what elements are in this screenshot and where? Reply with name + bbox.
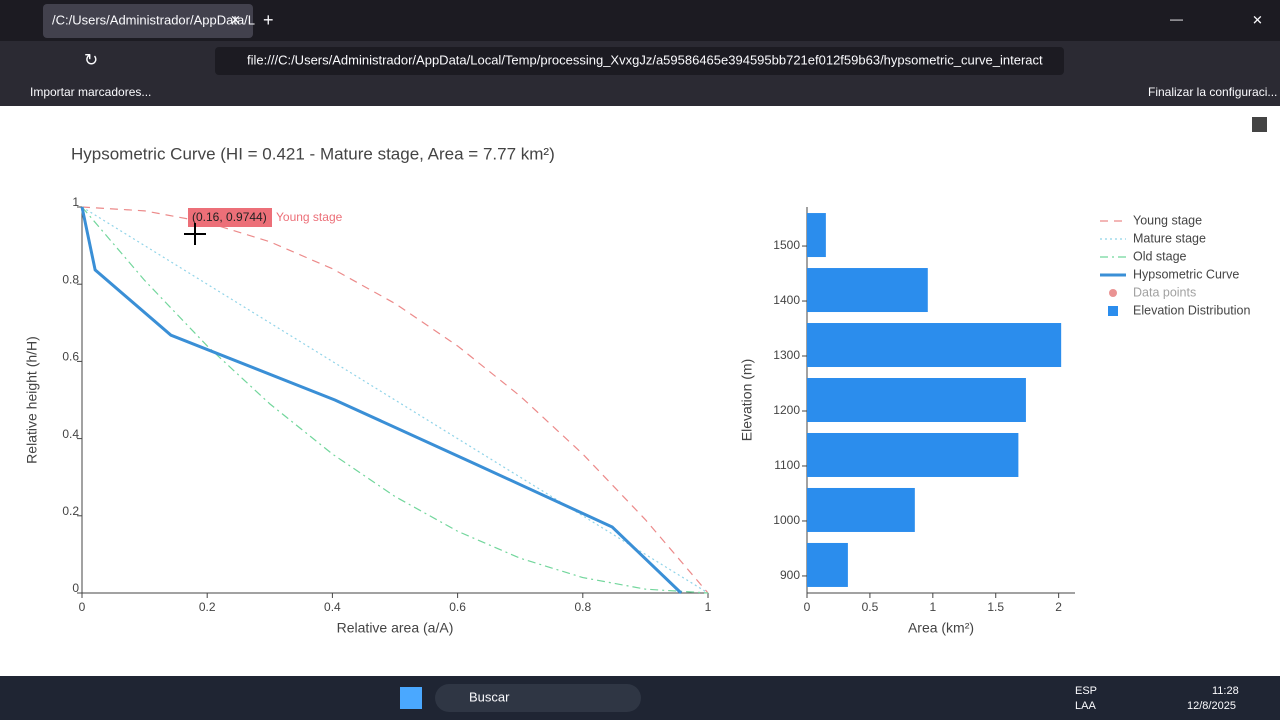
bar [807, 268, 928, 313]
legend-label: Old stage [1133, 249, 1187, 263]
close[interactable]: ✕ [1252, 12, 1263, 27]
x-tick-label: 1.5 [987, 600, 1004, 614]
layout: LAA [1075, 700, 1096, 712]
legend-label: Young stage [1133, 213, 1202, 227]
y-tick-label: 0 [72, 581, 79, 595]
start-button[interactable] [400, 687, 422, 709]
y-tick-label: 900 [780, 568, 800, 582]
plotly-logo[interactable] [1252, 117, 1267, 132]
y-tick-label: 1400 [773, 293, 800, 307]
x-tick-label: 0.2 [199, 600, 216, 614]
y-axis-label: Elevation (m) [739, 359, 755, 441]
search-box[interactable] [435, 684, 641, 712]
y-tick-label: 0.6 [62, 350, 79, 364]
y-tick-label: 1 [72, 195, 79, 209]
url-bar[interactable] [215, 47, 1064, 75]
y-axis-label: Relative height (h/H) [24, 336, 40, 464]
x-tick-label: 0.8 [574, 600, 591, 614]
y-tick-label: 1000 [773, 513, 800, 527]
search-text: Buscar [469, 689, 510, 704]
tooltip-box [188, 208, 272, 227]
x-tick-label: 2 [1055, 600, 1062, 614]
tab-close[interactable]: ✕ [230, 12, 241, 27]
bookmark[interactable]: Importar marcadores... [30, 85, 151, 99]
cursor [184, 223, 206, 245]
bar [807, 378, 1026, 422]
reload[interactable]: ↻ [84, 50, 98, 69]
legend-label: Data points [1133, 285, 1196, 299]
tab-title: /C:/Users/Administrador/AppData/L [52, 12, 255, 27]
series-line [81, 206, 709, 594]
series-line [80, 206, 683, 595]
y-tick-label: 1100 [774, 458, 800, 472]
x-tick-label: 0.6 [449, 600, 466, 614]
legend-swatch [1109, 289, 1117, 297]
x-axis-label: Area (km²) [908, 620, 974, 636]
x-tick-label: 0 [804, 600, 811, 614]
x-tick-label: 0.5 [862, 600, 879, 614]
x-tick-label: 0.4 [324, 600, 341, 614]
content [0, 106, 1280, 676]
y-tick-label: 1500 [773, 238, 800, 252]
bar [807, 213, 826, 258]
x-tick-label: 1 [705, 600, 712, 614]
clock-time: 11:28 [1212, 685, 1239, 697]
lang: ESP [1075, 685, 1097, 697]
tab[interactable] [43, 4, 253, 38]
x-axis-label: Relative area (a/A) [337, 620, 454, 636]
tooltip-name: Young stage [276, 210, 343, 224]
bar [807, 542, 848, 587]
url: file:///C:/Users/Administrador/AppData/L… [247, 52, 1043, 67]
clock-date: 12/8/2025 [1187, 700, 1236, 712]
y-tick-label: 1300 [773, 348, 800, 362]
tooltip-text: (0.16, 0.9744) [192, 210, 267, 224]
series-line [81, 206, 709, 594]
setup-link[interactable]: Finalizar la configuraci... [1148, 85, 1277, 99]
plots: 0 0.2 0.4 0.6 0.8 1 0 0.2 0.4 0.6 0.8 1 Relative are… [24, 195, 1251, 636]
legend-label: Hypsometric Curve [1133, 267, 1239, 281]
y-tick-label: 0.2 [62, 504, 79, 518]
legend-label: Elevation Distribution [1133, 303, 1250, 317]
bar [807, 487, 915, 532]
x-tick-label: 0 [79, 600, 86, 614]
legend-label: Mature stage [1133, 231, 1206, 245]
y-tick-label: 0.8 [62, 272, 79, 286]
y-tick-label: 1200 [773, 403, 800, 417]
y-tick-label: 0.4 [62, 427, 79, 441]
x-tick-label: 1 [929, 600, 936, 614]
chart-title: Hypsometric Curve (HI = 0.421 - Mature s… [71, 144, 555, 163]
minimize[interactable]: — [1170, 11, 1183, 26]
legend-swatch [1108, 306, 1118, 316]
bar [807, 323, 1062, 368]
new-tab[interactable]: + [263, 10, 274, 30]
bar [807, 432, 1019, 477]
